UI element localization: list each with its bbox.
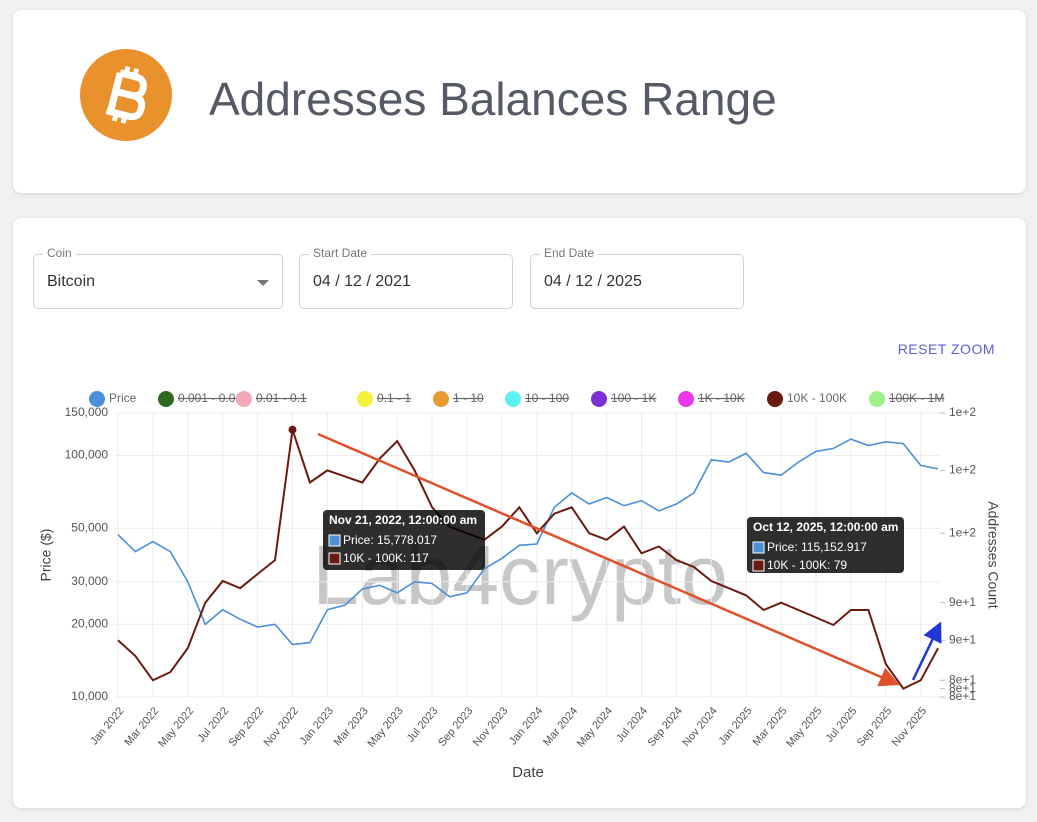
tooltip-line: 10K - 100K: 117: [343, 551, 429, 565]
y-tick-label: 100,000: [65, 448, 109, 462]
x-tick-label: Jul 2022: [195, 705, 231, 745]
tooltip: [747, 517, 904, 573]
legend-swatch[interactable]: [678, 391, 694, 407]
legend-swatch[interactable]: [767, 391, 783, 407]
y-tick-label: 150,000: [65, 405, 109, 419]
x-tick-label: Sep 2024: [645, 705, 684, 749]
y2-tick-label: 1e+2: [949, 463, 976, 477]
reset-zoom-button[interactable]: RESET ZOOM: [897, 341, 995, 357]
field-label: Start Date: [309, 246, 372, 260]
legend-swatch[interactable]: [158, 391, 174, 407]
field-label: Coin: [43, 246, 76, 260]
page-title: Addresses Balances Range: [209, 73, 777, 125]
tooltip-title: Nov 21, 2022, 12:00:00 am: [329, 513, 477, 527]
x-tick-label: Jan 2025: [716, 705, 754, 747]
x-tick-label: Jan 2023: [298, 705, 336, 747]
tooltip-line: 10K - 100K: 79: [767, 558, 847, 572]
x-tick-label: May 2024: [575, 705, 615, 750]
y2-tick-label: 9e+1: [949, 633, 976, 647]
y2-tick-label: 9e+1: [949, 595, 976, 609]
x-tick-label: May 2025: [784, 705, 824, 750]
legend-label: 1 - 10: [453, 391, 484, 405]
coin-select[interactable]: Coin Bitcoin: [33, 246, 283, 309]
series-line: [117, 429, 939, 690]
x-tick-label: Nov 2025: [890, 705, 929, 749]
dropdown-arrow: [257, 280, 269, 286]
legend-swatch[interactable]: [357, 391, 373, 407]
tooltip-swatch: [328, 534, 341, 547]
legend-label: 10K - 100K: [787, 391, 847, 405]
x-tick-label: Nov 2023: [471, 705, 510, 749]
bitcoin-logo: [80, 49, 172, 141]
y-axis-title: Price ($): [38, 529, 54, 582]
start-date-input[interactable]: Start Date 04 / 12 / 2021: [299, 246, 513, 309]
tooltip: [323, 510, 485, 570]
y2-tick-label: 8e+1: [949, 672, 976, 686]
trend-arrow: [911, 621, 942, 681]
field-label: End Date: [540, 246, 599, 260]
legend-label: 100 - 1K: [611, 391, 656, 405]
x-tick-label: May 2023: [365, 705, 405, 750]
legend-label: Price: [109, 391, 137, 405]
legend-swatch[interactable]: [591, 391, 607, 407]
header-card: Addresses Balances Range: [13, 10, 1026, 193]
x-tick-label: Sep 2022: [227, 705, 266, 749]
chart-card: [13, 218, 1026, 808]
legend-label: 10 - 100: [525, 391, 569, 405]
y2-tick-label: 8e+1: [949, 681, 976, 695]
legend-swatch[interactable]: [433, 391, 449, 407]
y-tick-label: 10,000: [71, 689, 108, 703]
highlight-point: [288, 425, 297, 434]
tooltip-swatch: [752, 559, 765, 572]
y-tick-label: 50,000: [71, 520, 108, 534]
x-tick-label: Sep 2023: [436, 705, 475, 749]
x-tick-label: Nov 2024: [680, 705, 719, 749]
legend-label: 100K - 1M: [889, 391, 944, 405]
end-date-input[interactable]: End Date 04 / 12 / 2025: [530, 246, 744, 309]
field-value: 04 / 12 / 2025: [544, 273, 642, 290]
legend-swatch[interactable]: [89, 391, 105, 407]
x-tick-label: Jan 2022: [88, 705, 126, 747]
y2-tick-label: 8e+1: [949, 689, 976, 703]
field-value: 04 / 12 / 2021: [313, 273, 411, 290]
legend-swatch[interactable]: [869, 391, 885, 407]
tooltip-swatch: [328, 552, 341, 565]
field-value: Bitcoin: [47, 273, 96, 290]
x-tick-label: Jan 2024: [507, 705, 545, 747]
series-line: [117, 438, 939, 646]
legend-swatch[interactable]: [505, 391, 521, 407]
legend-label: 1K - 10K: [698, 391, 745, 405]
legend-swatch[interactable]: [236, 391, 252, 407]
y-tick-label: 30,000: [71, 574, 108, 588]
trend-arrow: [317, 432, 900, 687]
x-axis-title: Date: [512, 764, 544, 781]
y2-tick-label: 1e+2: [949, 405, 976, 419]
legend-label: 0.1 - 1: [377, 391, 411, 405]
y2-axis-title: Addresses Count: [985, 501, 1001, 609]
tooltip-line: Price: 115,152.917: [767, 540, 867, 554]
tooltip-title: Oct 12, 2025, 12:00:00 am: [753, 520, 898, 534]
x-tick-label: Jul 2024: [614, 705, 650, 745]
y-tick-label: 20,000: [71, 616, 108, 630]
x-tick-label: May 2022: [156, 705, 196, 750]
x-tick-label: Jul 2023: [405, 705, 441, 745]
y2-tick-label: 1e+2: [949, 525, 976, 539]
x-tick-label: Jul 2025: [823, 705, 859, 745]
legend-label: 0.01 - 0.1: [256, 391, 307, 405]
legend-label: 0.001 - 0.01: [178, 391, 242, 405]
x-tick-label: Sep 2025: [855, 705, 894, 749]
tooltip-line: Price: 15,778.017: [343, 533, 437, 547]
x-tick-label: Nov 2022: [262, 705, 301, 749]
tooltip-swatch: [752, 541, 765, 554]
